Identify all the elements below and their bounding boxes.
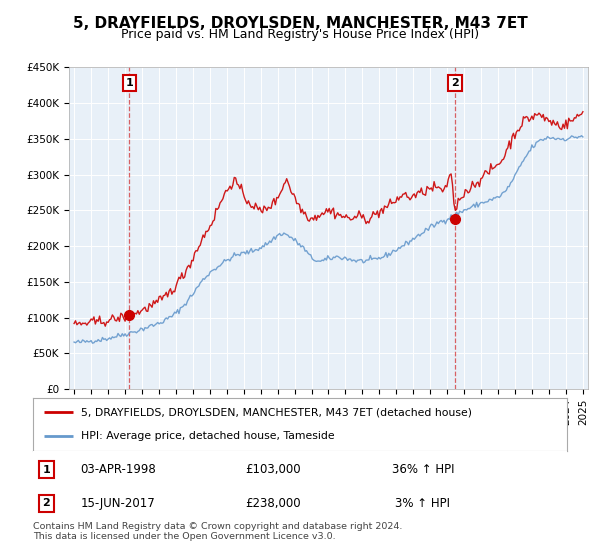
Text: HPI: Average price, detached house, Tameside: HPI: Average price, detached house, Tame… — [81, 431, 335, 441]
Text: 3% ↑ HPI: 3% ↑ HPI — [395, 497, 451, 510]
Text: 03-APR-1998: 03-APR-1998 — [80, 463, 157, 476]
Text: 2: 2 — [451, 78, 459, 88]
Text: £238,000: £238,000 — [245, 497, 301, 510]
Text: 1: 1 — [43, 465, 50, 475]
Text: 1: 1 — [125, 78, 133, 88]
Text: 2: 2 — [43, 498, 50, 508]
Text: 5, DRAYFIELDS, DROYLSDEN, MANCHESTER, M43 7ET: 5, DRAYFIELDS, DROYLSDEN, MANCHESTER, M4… — [73, 16, 527, 31]
Text: £103,000: £103,000 — [245, 463, 301, 476]
Text: 5, DRAYFIELDS, DROYLSDEN, MANCHESTER, M43 7ET (detached house): 5, DRAYFIELDS, DROYLSDEN, MANCHESTER, M4… — [81, 408, 472, 418]
Text: Price paid vs. HM Land Registry's House Price Index (HPI): Price paid vs. HM Land Registry's House … — [121, 28, 479, 41]
Text: Contains HM Land Registry data © Crown copyright and database right 2024.
This d: Contains HM Land Registry data © Crown c… — [33, 522, 403, 542]
Text: 15-JUN-2017: 15-JUN-2017 — [81, 497, 156, 510]
Text: 36% ↑ HPI: 36% ↑ HPI — [392, 463, 454, 476]
